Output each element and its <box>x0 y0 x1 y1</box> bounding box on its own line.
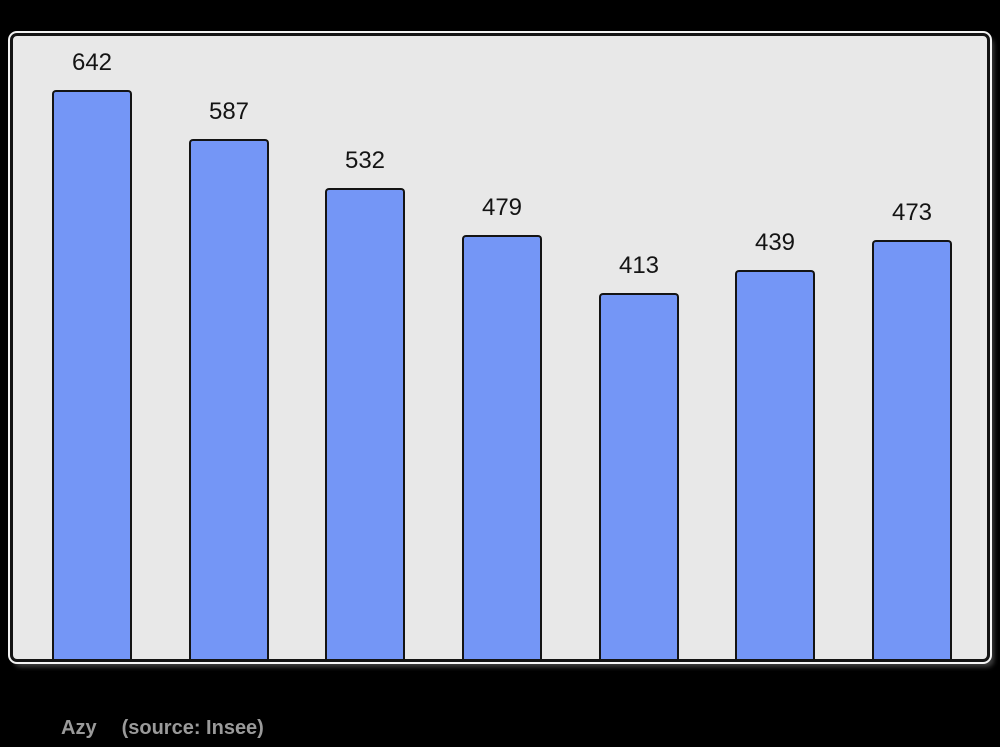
bar <box>325 187 405 659</box>
bar <box>872 239 952 659</box>
chart-frame: 642 587 532 479 413 439 473 <box>10 33 990 662</box>
bar-value-label: 587 <box>208 97 250 125</box>
bar-value-label: 532 <box>344 146 386 174</box>
bar-value-label: 473 <box>891 198 933 226</box>
bar-value-label: 479 <box>481 193 523 221</box>
bar-group: 439 <box>735 36 815 659</box>
bar-group: 479 <box>462 36 542 659</box>
bar-group: 587 <box>189 36 269 659</box>
bar-value-label: 413 <box>618 252 660 279</box>
bar <box>735 269 815 659</box>
chart-caption: Azy (source: Insee) <box>61 716 264 740</box>
bar <box>599 293 679 659</box>
bar <box>189 138 269 659</box>
bar-group: 532 <box>325 36 405 659</box>
bar <box>462 234 542 659</box>
bar-value-label: 642 <box>71 49 113 77</box>
caption-source: (source: Insee) <box>121 717 264 739</box>
plot-area: 642 587 532 479 413 439 473 <box>13 36 987 659</box>
bar <box>52 90 132 659</box>
caption-place: Azy <box>61 717 97 739</box>
bar-group: 642 <box>52 36 132 659</box>
bar-group: 473 <box>872 36 952 659</box>
bar-group: 413 <box>599 36 679 659</box>
bar-value-label: 439 <box>754 228 796 256</box>
